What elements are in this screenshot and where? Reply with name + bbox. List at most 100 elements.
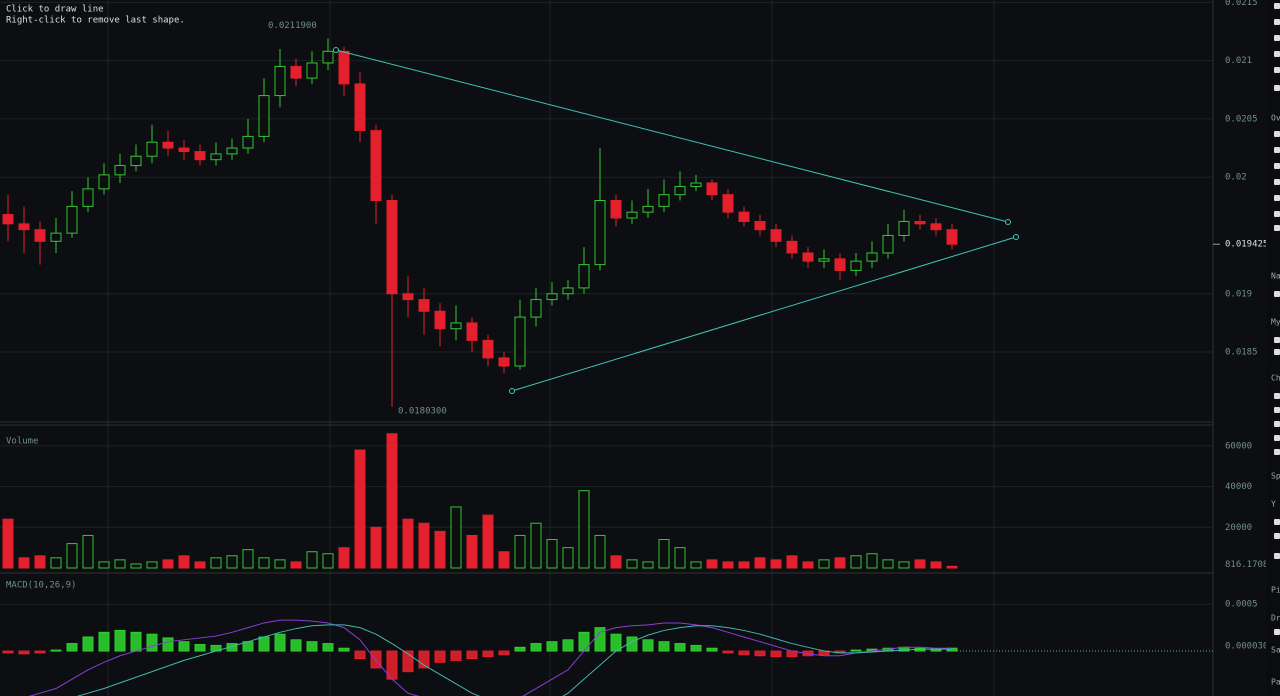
macd-histogram-bar: [466, 650, 478, 660]
volume-bar: [370, 526, 382, 569]
sidebar-checkbox[interactable]: [1274, 195, 1280, 201]
sidebar-checkbox[interactable]: [1274, 629, 1280, 635]
macd-histogram-bar: [434, 650, 446, 663]
candle-body: [482, 339, 494, 359]
volume-bar: [546, 539, 558, 569]
sidebar-checkbox[interactable]: [1274, 51, 1280, 57]
candle-body: [738, 211, 750, 222]
volume-bar: [98, 561, 110, 569]
volume-bar: [386, 433, 398, 569]
sidebar-checkbox[interactable]: [1274, 3, 1280, 9]
sidebar-checkbox[interactable]: [1274, 211, 1280, 217]
volume-bar: [466, 534, 478, 569]
trendline-handle[interactable]: [509, 388, 515, 394]
candle-body: [834, 258, 846, 271]
candle-body: [274, 65, 286, 97]
macd-histogram-bar: [354, 650, 366, 660]
macd-histogram-bar: [482, 650, 494, 658]
volume-bar: [434, 530, 446, 569]
sidebar-label: Pa: [1271, 678, 1280, 687]
sidebar-checkbox[interactable]: [1274, 179, 1280, 185]
macd-macd-line: [28, 619, 952, 696]
macd-signal-line: [76, 624, 952, 696]
sidebar-checkbox[interactable]: [1274, 337, 1280, 343]
volume-bar: [482, 514, 494, 569]
candle-body: [194, 151, 206, 161]
volume-bar: [722, 561, 734, 569]
x-grid: [107, 0, 995, 696]
sidebar-checkbox[interactable]: [1274, 349, 1280, 355]
macd-histogram-bar: [738, 650, 750, 656]
volume-bar: [930, 561, 942, 569]
volume-bar: [130, 563, 142, 569]
macd-histogram-bar: [290, 639, 302, 652]
sidebar-label: Ch: [1271, 374, 1280, 383]
sidebar-checkbox[interactable]: [1274, 131, 1280, 137]
sidebar-checkbox[interactable]: [1274, 435, 1280, 441]
volume-bar: [2, 518, 14, 569]
macd-histogram-bar: [114, 629, 126, 652]
sidebar-checkbox[interactable]: [1274, 67, 1280, 73]
volume-bar: [242, 549, 254, 569]
sidebar-checkbox[interactable]: [1274, 225, 1280, 231]
candle-body: [786, 240, 798, 254]
sidebar-checkbox[interactable]: [1274, 163, 1280, 169]
candle-body: [178, 147, 190, 153]
sidebar-checkbox[interactable]: [1274, 35, 1280, 41]
candle-body: [946, 229, 958, 245]
sidebar-checkbox[interactable]: [1274, 393, 1280, 399]
candle-body: [690, 182, 702, 188]
candle-body: [706, 182, 718, 196]
macd-histogram-bar: [546, 641, 558, 652]
sidebar-checkbox[interactable]: [1274, 421, 1280, 427]
volume-bar: [658, 539, 670, 569]
macd-histogram-bar: [562, 639, 574, 652]
sidebar-label: Ov: [1271, 114, 1280, 123]
y-tick-label: 0.0185: [1225, 348, 1258, 358]
sidebar-checkbox[interactable]: [1274, 407, 1280, 413]
sidebar-checkbox[interactable]: [1274, 147, 1280, 153]
macd-histogram-bar: [642, 639, 654, 652]
volume-bar: [322, 553, 334, 569]
volume-bar: [146, 561, 158, 569]
macd-histogram-bar: [194, 643, 206, 652]
y-tick-label: 20000: [1225, 523, 1252, 533]
volume-bar: [578, 490, 590, 569]
macd-histogram-bar: [98, 631, 110, 652]
candle-body: [82, 188, 94, 207]
sidebar-checkbox[interactable]: [1274, 533, 1280, 539]
trendline: [511, 236, 1017, 392]
volume-bar: [610, 555, 622, 569]
candle-body: [466, 322, 478, 341]
sidebar-label: Na: [1271, 272, 1280, 281]
trendline-handle[interactable]: [333, 47, 339, 53]
volume-bar: [178, 555, 190, 569]
sidebar-checkbox[interactable]: [1274, 519, 1280, 525]
candle-body: [338, 50, 350, 85]
trendline-handle[interactable]: [1005, 219, 1011, 225]
trendline-handle[interactable]: [1013, 234, 1019, 240]
volume-bar: [66, 543, 78, 569]
candle-body: [2, 213, 14, 225]
sidebar-label: My: [1271, 318, 1280, 327]
volume-bar: [770, 559, 782, 569]
macd-histogram-bar: [498, 650, 510, 656]
sidebar-checkbox[interactable]: [1274, 19, 1280, 25]
candle-body: [578, 264, 590, 289]
candle-body: [18, 223, 30, 231]
sidebar-checkbox[interactable]: [1274, 553, 1280, 559]
current-price-label: 0.0194250: [1225, 240, 1274, 250]
macd-histogram-bar: [754, 650, 766, 657]
candle-body: [50, 232, 62, 242]
candle-body: [146, 141, 158, 157]
sidebar-checkbox[interactable]: [1274, 85, 1280, 91]
candle-body: [402, 293, 414, 301]
sidebar-checkbox[interactable]: [1274, 291, 1280, 297]
macd-histogram-bar: [226, 643, 238, 652]
y-tick-label: 0.0005: [1225, 600, 1258, 610]
candle-body: [98, 174, 110, 190]
sidebar-checkbox[interactable]: [1274, 449, 1280, 455]
